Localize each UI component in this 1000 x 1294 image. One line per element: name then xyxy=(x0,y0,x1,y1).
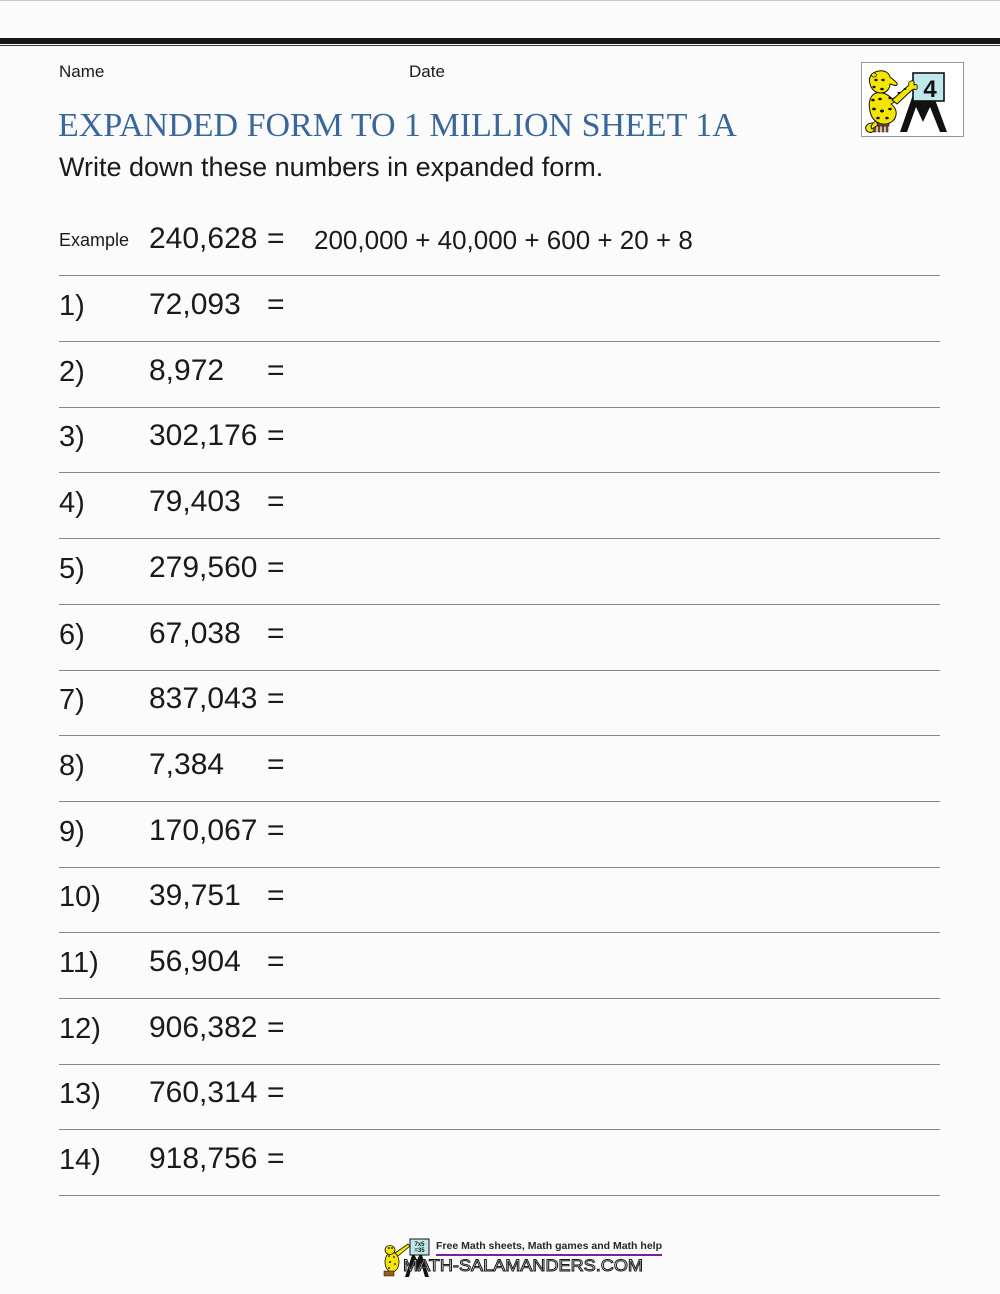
svg-text:Free Math sheets, Math games a: Free Math sheets, Math games and Math he… xyxy=(436,1240,662,1252)
svg-text:4: 4 xyxy=(923,76,937,103)
svg-text:MATH-SALAMANDERS.COM: MATH-SALAMANDERS.COM xyxy=(403,1256,643,1275)
svg-text:=35: =35 xyxy=(414,1248,425,1254)
